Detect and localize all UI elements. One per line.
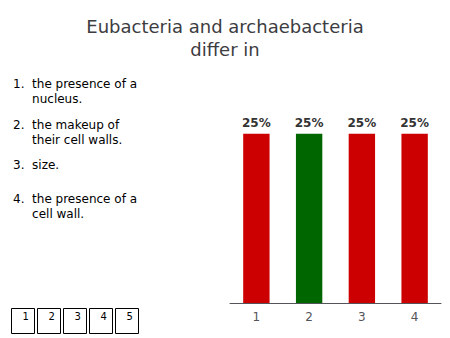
svg-text:nucleus.: nucleus. (13, 92, 82, 106)
svg-text:2. the makeup of: 2. the makeup of (13, 118, 120, 132)
svg-text:1: 1 (253, 310, 261, 324)
svg-text:25%: 25% (400, 116, 429, 130)
svg-text:4: 4 (411, 310, 419, 324)
svg-text:1. the presence of a: 1. the presence of a (13, 77, 137, 91)
svg-text:3: 3 (358, 310, 366, 324)
svg-text:3. size.: 3. size. (13, 158, 59, 172)
svg-text:Eubacteria and archaebacteria: Eubacteria and archaebacteria (86, 16, 363, 37)
svg-text:2: 2 (49, 311, 55, 322)
svg-text:3: 3 (75, 311, 81, 322)
svg-text:differ in: differ in (190, 39, 259, 60)
svg-text:4. the presence of a: 4. the presence of a (13, 192, 137, 206)
svg-text:25%: 25% (242, 116, 271, 130)
svg-text:cell wall.: cell wall. (13, 207, 84, 221)
svg-text:2: 2 (305, 310, 313, 324)
svg-text:25%: 25% (295, 116, 324, 130)
svg-text:5: 5 (127, 311, 133, 322)
svg-text:their cell walls.: their cell walls. (13, 133, 122, 147)
svg-text:4: 4 (101, 311, 107, 322)
svg-text:25%: 25% (348, 116, 377, 130)
svg-text:1: 1 (23, 311, 29, 322)
